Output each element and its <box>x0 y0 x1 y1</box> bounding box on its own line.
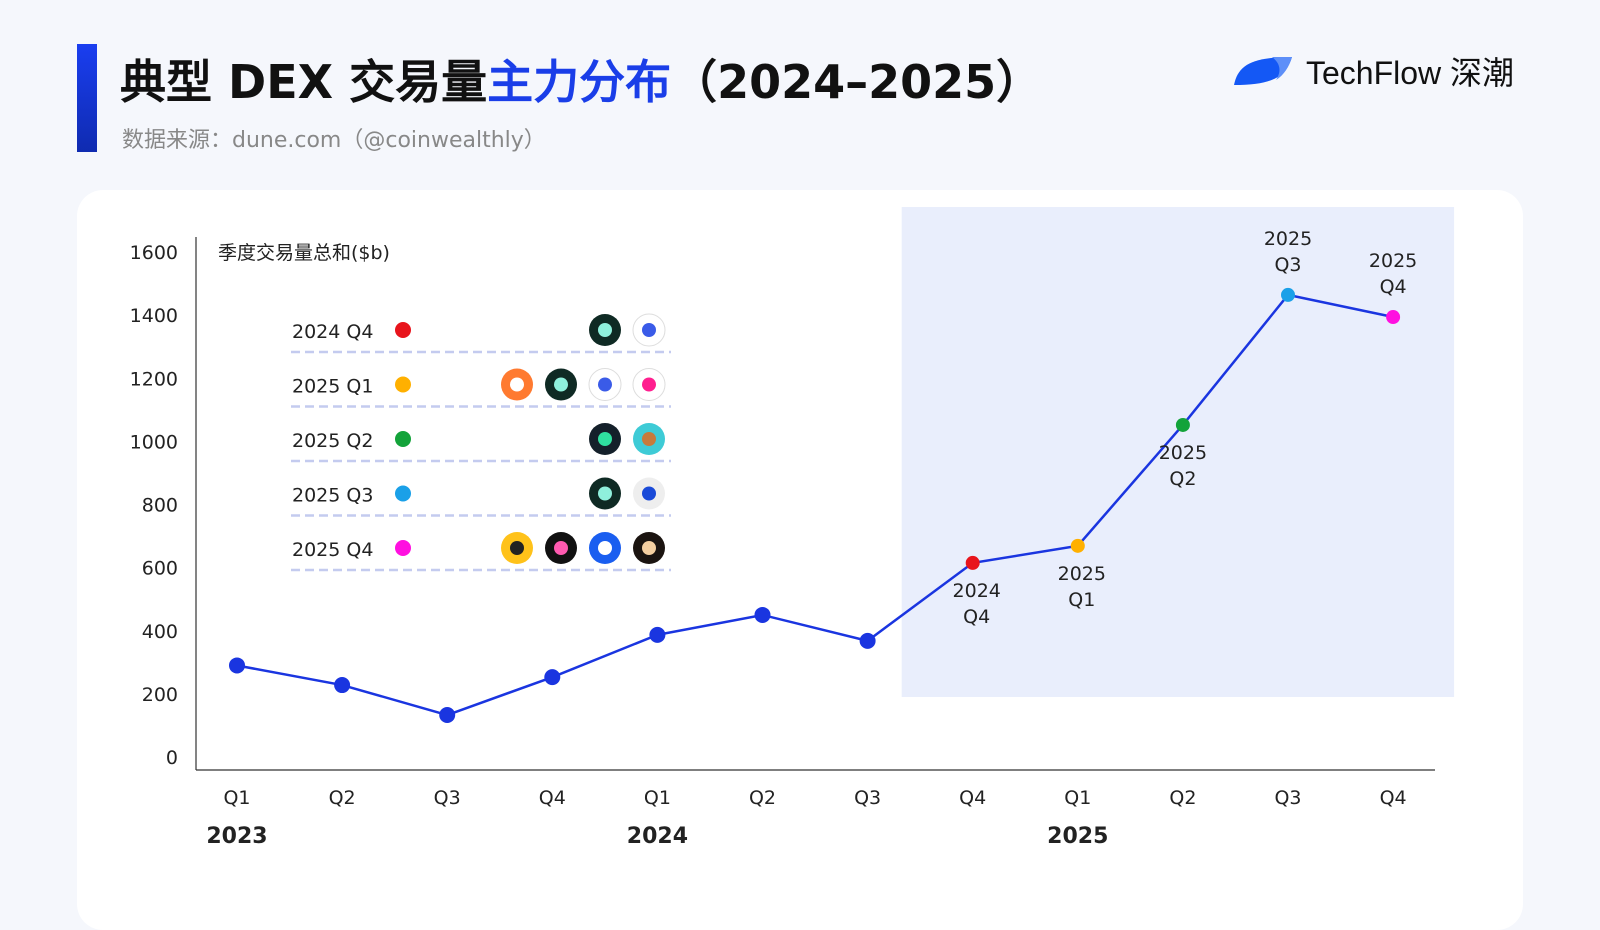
y-tick-label: 800 <box>142 495 178 517</box>
y-tick-label: 0 <box>166 747 178 769</box>
page-title: 典型 DEX 交易量主力分布（2024–2025） <box>120 46 1042 112</box>
data-source: 数据来源：dune.com（@coinwealthly） <box>122 128 546 153</box>
point-label-quarter: Q4 <box>1380 276 1407 298</box>
legend-label: 2025 Q4 <box>292 539 373 561</box>
point-label-quarter: Q2 <box>1169 468 1196 490</box>
title-main: 典型 DEX 交易量 <box>120 55 488 109</box>
icon-glyph <box>554 541 568 555</box>
data-point <box>859 632 876 649</box>
legend-marker <box>395 485 411 502</box>
brand-logo: TechFlow 深潮 <box>1232 48 1514 94</box>
icon-glyph <box>642 377 656 392</box>
legend-marker <box>395 540 411 556</box>
x-tick-label: Q4 <box>959 787 986 809</box>
icon-glyph <box>598 377 612 392</box>
icon-glyph <box>598 486 612 501</box>
point-label-year: 2025 <box>1058 563 1106 585</box>
pill-icon <box>589 423 621 455</box>
icon-glyph <box>598 323 612 337</box>
x-tick-label: Q2 <box>749 787 776 809</box>
x-tick-label: Q2 <box>1169 787 1196 809</box>
y-tick-label: 1200 <box>130 368 178 390</box>
blue-hexagon-icon <box>589 532 621 564</box>
legend-label: 2025 Q2 <box>292 430 373 452</box>
y-tick-label: 200 <box>142 684 178 706</box>
x-tick-label: Q3 <box>1274 787 1301 809</box>
icon-glyph <box>510 541 524 555</box>
x-tick-label: Q3 <box>434 787 461 809</box>
data-point <box>334 677 351 694</box>
legend-marker <box>395 322 411 338</box>
x-cross-icon <box>545 532 577 564</box>
point-label-quarter: Q4 <box>963 606 990 628</box>
point-label-year: 2025 <box>1369 250 1417 272</box>
orange-stripes-icon <box>501 368 533 401</box>
brand-name: TechFlow 深潮 <box>1306 55 1515 91</box>
y-tick-label: 1400 <box>130 305 178 327</box>
x-tick-label: Q2 <box>329 787 356 809</box>
data-point <box>1386 310 1401 325</box>
icon-glyph <box>598 541 612 555</box>
legend-marker <box>395 376 411 393</box>
year-label: 2023 <box>206 824 267 849</box>
title-accent-bar <box>77 44 97 152</box>
data-point <box>965 555 980 570</box>
point-label-year: 2024 <box>953 580 1001 602</box>
x-tick-label: Q1 <box>223 787 250 809</box>
data-point <box>649 626 666 643</box>
x-tick-label: Q3 <box>854 787 881 809</box>
compass-star-icon <box>633 532 665 564</box>
title-highlight: 主力分布 <box>487 55 672 109</box>
series-line <box>236 293 1394 717</box>
x-tick-label: Q4 <box>1380 787 1407 809</box>
data-point <box>544 669 561 686</box>
x-tick-label: Q1 <box>644 787 671 809</box>
leaf-logo-icon <box>1234 57 1292 85</box>
icon-glyph <box>598 432 612 446</box>
data-point <box>1281 287 1295 302</box>
x-tick-label: Q4 <box>539 787 566 809</box>
blue-ring-icon <box>633 477 665 510</box>
data-point <box>1070 538 1085 553</box>
data-point <box>754 606 771 623</box>
pancake-bunny-icon <box>633 423 665 455</box>
point-label-year: 2025 <box>1159 442 1207 464</box>
icon-glyph <box>554 377 568 392</box>
icon-glyph <box>642 432 656 446</box>
teal-butterfly-icon <box>589 477 621 510</box>
legend-label: 2024 Q4 <box>292 321 373 343</box>
line-chart: 0 200 400 600 800 1000 1200 1400 1600 季度交易量总和($b)… <box>130 207 1455 849</box>
highlight-region <box>901 207 1455 697</box>
icon-glyph <box>510 377 524 392</box>
data-point <box>1175 417 1190 432</box>
y-tick-label: 400 <box>142 621 178 643</box>
raydium-r-icon <box>632 313 666 347</box>
title-tail: （2024–2025） <box>671 55 1043 109</box>
year-label: 2024 <box>627 824 688 849</box>
data-point <box>439 707 456 724</box>
yellow-mascot-icon <box>501 532 533 564</box>
icon-glyph <box>642 323 656 337</box>
year-label: 2025 <box>1047 824 1108 849</box>
y-tick-label: 1000 <box>130 431 178 453</box>
teal-butterfly-icon <box>589 314 621 346</box>
raydium-r-icon <box>588 368 622 401</box>
legend-label: 2025 Q3 <box>292 485 373 507</box>
point-label-year: 2025 <box>1264 228 1312 250</box>
data-point <box>229 657 245 674</box>
y-tick-label: 600 <box>142 558 178 580</box>
icon-glyph <box>642 486 656 501</box>
legend-marker <box>395 431 411 447</box>
y-tick-label: 1600 <box>130 242 178 264</box>
unicorn-icon <box>632 368 666 401</box>
x-tick-label: Q1 <box>1064 787 1091 809</box>
point-label-quarter: Q3 <box>1274 254 1301 276</box>
icon-glyph <box>642 541 656 555</box>
teal-butterfly-icon <box>545 368 577 401</box>
y-axis-label: 季度交易量总和($b) <box>218 242 390 264</box>
legend-label: 2025 Q1 <box>292 376 373 398</box>
point-label-quarter: Q1 <box>1068 589 1095 611</box>
